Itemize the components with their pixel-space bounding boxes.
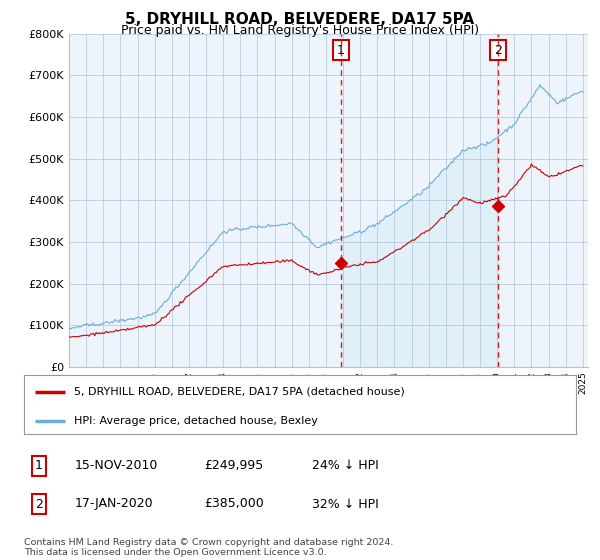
Text: 2: 2 [35, 497, 43, 511]
Text: 17-JAN-2020: 17-JAN-2020 [75, 497, 154, 511]
Text: 2: 2 [494, 44, 502, 57]
Text: 5, DRYHILL ROAD, BELVEDERE, DA17 5PA (detached house): 5, DRYHILL ROAD, BELVEDERE, DA17 5PA (de… [74, 386, 404, 396]
Text: 24% ↓ HPI: 24% ↓ HPI [312, 459, 379, 473]
Text: 1: 1 [337, 44, 345, 57]
Text: Contains HM Land Registry data © Crown copyright and database right 2024.
This d: Contains HM Land Registry data © Crown c… [24, 538, 394, 557]
Text: £249,995: £249,995 [204, 459, 263, 473]
Text: £385,000: £385,000 [204, 497, 264, 511]
Text: 32% ↓ HPI: 32% ↓ HPI [312, 497, 379, 511]
Text: 5, DRYHILL ROAD, BELVEDERE, DA17 5PA: 5, DRYHILL ROAD, BELVEDERE, DA17 5PA [125, 12, 475, 27]
Text: 15-NOV-2010: 15-NOV-2010 [75, 459, 158, 473]
Text: HPI: Average price, detached house, Bexley: HPI: Average price, detached house, Bexl… [74, 416, 317, 426]
Text: 1: 1 [35, 459, 43, 473]
Text: Price paid vs. HM Land Registry's House Price Index (HPI): Price paid vs. HM Land Registry's House … [121, 24, 479, 37]
